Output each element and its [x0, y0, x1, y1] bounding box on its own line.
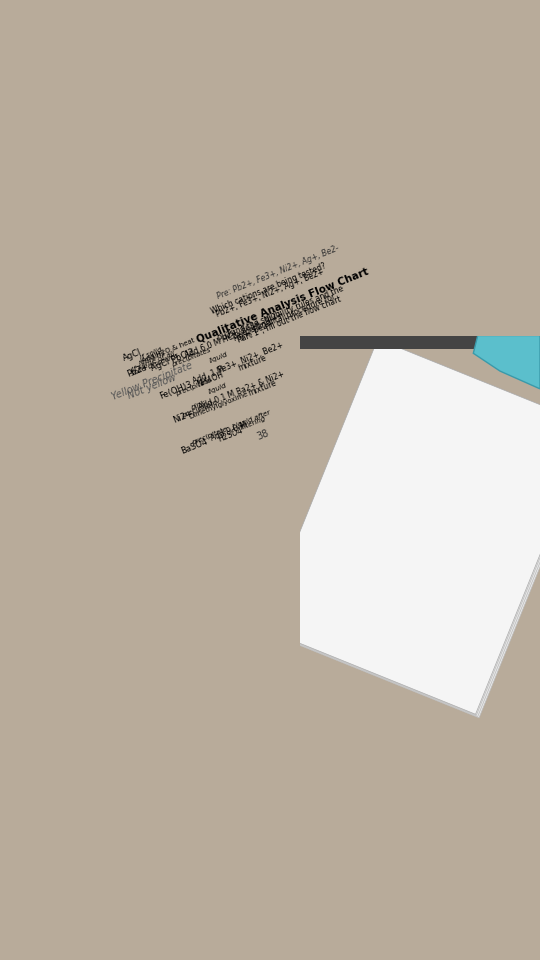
- Text: Ni2+: Ni2+: [172, 408, 194, 424]
- Text: Ba2+ & Ni2+: Ba2+ & Ni2+: [235, 369, 286, 396]
- Polygon shape: [474, 335, 540, 389]
- Polygon shape: [127, 361, 149, 378]
- Polygon shape: [262, 340, 540, 715]
- Text: Add  1 M: Add 1 M: [191, 365, 226, 386]
- Text: solid dissolves: solid dissolves: [131, 352, 180, 377]
- Text: Fe3+, Ni2+, Be2+: Fe3+, Ni2+, Be2+: [217, 341, 285, 375]
- Polygon shape: [238, 370, 285, 399]
- Text: experimental procedure for: experimental procedure for: [236, 292, 337, 340]
- Text: precipitate: precipitate: [174, 377, 212, 397]
- Polygon shape: [228, 346, 275, 375]
- Polygon shape: [265, 343, 540, 718]
- Text: H2SO4: H2SO4: [217, 426, 244, 444]
- Text: BaSO4: BaSO4: [180, 438, 209, 456]
- Text: Pb2+: Pb2+: [126, 362, 150, 378]
- Polygon shape: [249, 287, 323, 343]
- Text: Yellow Precipitate: Yellow Precipitate: [110, 360, 194, 402]
- Text: Fe(OH)3: Fe(OH)3: [158, 380, 194, 401]
- Polygon shape: [261, 339, 540, 714]
- Polygon shape: [264, 342, 540, 716]
- Text: Add H2O & heat: Add H2O & heat: [141, 337, 195, 364]
- Text: Add 9.0 M: Add 9.0 M: [210, 420, 248, 443]
- Polygon shape: [237, 271, 301, 311]
- Polygon shape: [121, 347, 144, 364]
- Polygon shape: [157, 349, 188, 372]
- Text: mixture: mixture: [247, 378, 278, 397]
- Text: Dimethylglyoxime: Dimethylglyoxime: [188, 391, 249, 420]
- Text: "Part 1", fill out the flow chart: "Part 1", fill out the flow chart: [233, 295, 343, 346]
- Polygon shape: [153, 340, 184, 361]
- Text: NH4OH: NH4OH: [195, 371, 225, 389]
- Text: precipitate: precipitate: [191, 426, 228, 445]
- Text: pink: pink: [190, 400, 206, 411]
- Text: remains: remains: [138, 349, 166, 366]
- Polygon shape: [300, 335, 540, 762]
- Text: precipitates: precipitates: [171, 347, 212, 368]
- Text: Add 6.0 M HCl: Add 6.0 M HCl: [183, 331, 237, 360]
- Text: Add 0.1 M: Add 0.1 M: [197, 389, 236, 412]
- Text: Liquid after: Liquid after: [232, 409, 271, 429]
- Text: Qualitative Analysis Flow Chart: Qualitative Analysis Flow Chart: [195, 267, 370, 346]
- Text: If solid: If solid: [139, 348, 163, 361]
- Text: Ag+, Be2+: Ag+, Be2+: [233, 319, 275, 344]
- Text: liquid: liquid: [208, 382, 228, 395]
- Polygon shape: [194, 335, 225, 357]
- Text: If some or all: If some or all: [131, 349, 176, 372]
- Text: AgCl: AgCl: [122, 348, 143, 364]
- Text: Pre: Pb2+, Fe3+, Ni2+, Ag+, Be2-: Pre: Pb2+, Fe3+, Ni2+, Ag+, Be2-: [216, 244, 341, 301]
- Polygon shape: [300, 335, 540, 348]
- Polygon shape: [181, 437, 208, 457]
- Polygon shape: [229, 312, 277, 345]
- Text: Which cations are being tested?: Which cations are being tested?: [210, 261, 327, 316]
- Text: Using the solubility rules and the: Using the solubility rules and the: [224, 284, 345, 340]
- Polygon shape: [170, 406, 197, 426]
- Text: precipitate: precipitate: [181, 399, 218, 420]
- Text: Pb2+, Fe3+, Ni2+, Ag+, Be2+: Pb2+, Fe3+, Ni2+, Ag+, Be2+: [215, 268, 326, 320]
- Text: Not yellow: Not yellow: [126, 372, 178, 401]
- Text: liquid: liquid: [208, 351, 229, 364]
- Text: Pb2+, Fe3+, Ni2+,: Pb2+, Fe3+, Ni2+,: [218, 309, 287, 345]
- Text: AgCl PbCl2: AgCl PbCl2: [149, 348, 195, 372]
- Polygon shape: [194, 366, 224, 388]
- Polygon shape: [214, 421, 245, 444]
- Polygon shape: [201, 390, 234, 415]
- Text: 38: 38: [255, 428, 270, 442]
- Polygon shape: [163, 380, 190, 400]
- Text: filtering: filtering: [239, 415, 267, 431]
- Text: mixture: mixture: [237, 353, 268, 372]
